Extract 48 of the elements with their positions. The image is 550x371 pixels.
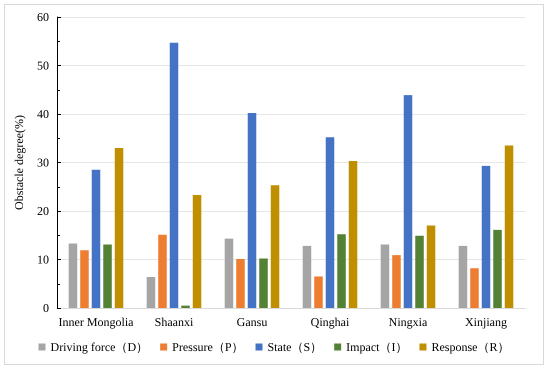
bar — [482, 166, 490, 308]
bar — [392, 255, 401, 308]
bar — [270, 185, 280, 308]
bar — [326, 137, 334, 308]
bar — [470, 268, 479, 308]
bar — [380, 244, 390, 308]
legend-label: Response（R） — [431, 340, 510, 354]
bar — [192, 194, 202, 308]
bar — [259, 258, 268, 308]
legend-label: Driving force（D） — [50, 340, 148, 354]
bar — [337, 234, 346, 308]
bar — [114, 148, 124, 308]
y-tick-label: 50 — [37, 58, 49, 72]
x-tick-label: Ningxia — [388, 315, 428, 329]
bar — [92, 170, 100, 308]
legend-label: Pressure（P） — [172, 340, 244, 354]
y-axis-title: Obstacle degree(%) — [12, 115, 26, 210]
x-tick-label: Inner Mongolia — [58, 315, 134, 329]
bar — [80, 250, 89, 308]
bar — [158, 234, 167, 308]
bar — [348, 161, 358, 308]
legend-label: Impact（I） — [346, 340, 408, 354]
x-tick-label: Shaanxi — [154, 315, 194, 329]
bar — [504, 146, 514, 308]
x-tick-label: Qinghai — [310, 315, 350, 329]
y-tick-label: 30 — [37, 156, 49, 170]
y-tick-label: 0 — [43, 301, 49, 315]
y-tick-label: 20 — [37, 204, 49, 218]
bar — [404, 95, 412, 308]
bar — [248, 113, 256, 308]
y-tick-label: 10 — [37, 252, 49, 266]
bar — [415, 236, 424, 308]
bar — [236, 259, 245, 308]
bar — [146, 276, 156, 308]
y-tick-label: 60 — [37, 10, 49, 24]
bar — [458, 246, 468, 308]
x-tick-label: Gansu — [236, 315, 268, 329]
bar — [302, 246, 312, 308]
bar — [170, 42, 178, 308]
bar — [314, 276, 323, 308]
bar — [224, 238, 234, 308]
x-tick-label: Xinjiang — [465, 315, 507, 329]
bar — [68, 243, 78, 308]
legend-label: State（S） — [267, 340, 322, 354]
bar — [426, 226, 436, 308]
bar — [103, 244, 112, 308]
bar — [493, 230, 502, 308]
y-tick-label: 40 — [37, 107, 49, 121]
